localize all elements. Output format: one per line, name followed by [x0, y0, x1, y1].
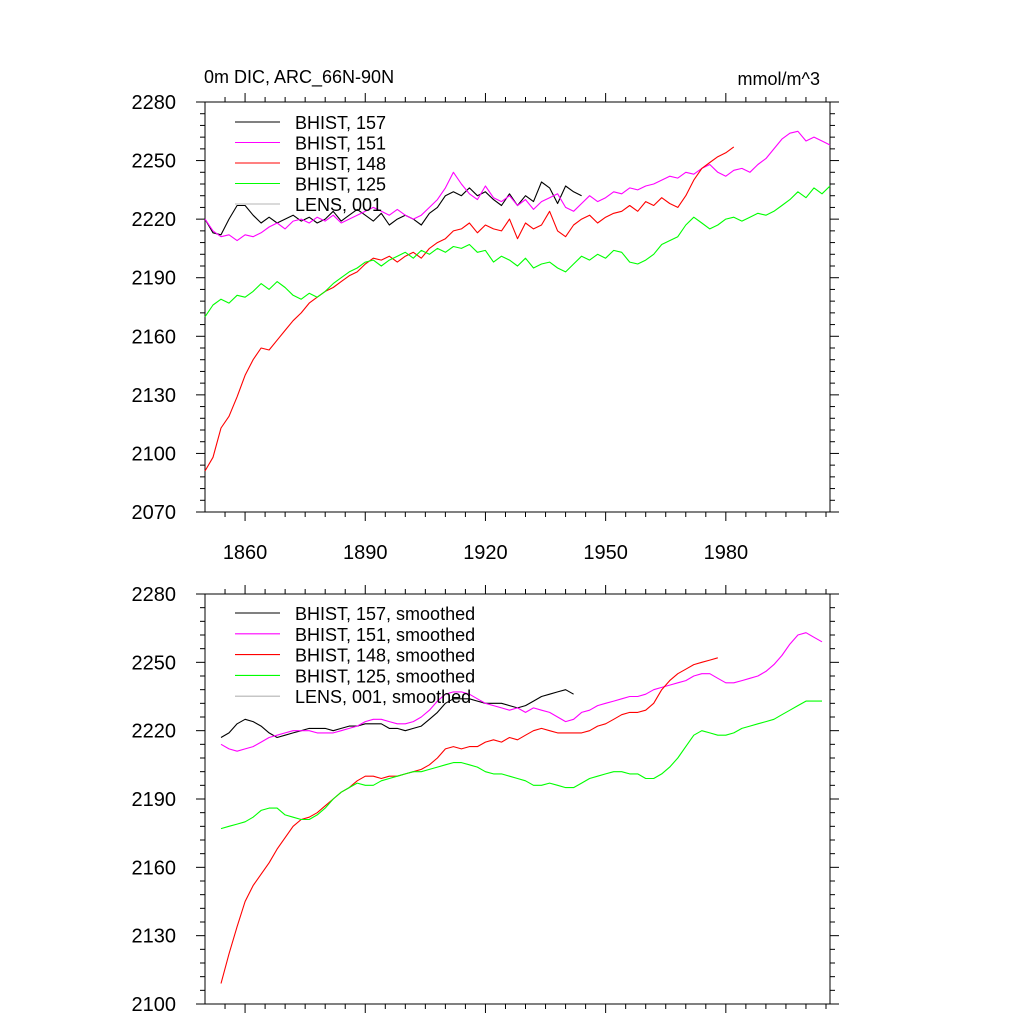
panel-top: 0m DIC, ARC_66N-90N mmol/m^3 2070 2100 213… [132, 67, 839, 564]
y-tick-label: 2130 [132, 926, 177, 948]
y-tick-label: 2130 [132, 385, 177, 407]
legend-label: BHIST, 148, smoothed [295, 646, 475, 666]
series-line [204, 185, 831, 318]
y-tick-label: 2250 [132, 652, 177, 674]
plot-frame [204, 101, 831, 513]
x-tick-label: 1860 [223, 542, 268, 564]
legend-label: LENS, 001, smoothed [295, 687, 471, 707]
x-tick-label: 1950 [583, 542, 628, 564]
chart-title: 0m DIC, ARC_66N-90N [204, 67, 394, 88]
legend-label: BHIST, 151, smoothed [295, 625, 475, 645]
legend-label: BHIST, 125, smoothed [295, 666, 475, 686]
y-tick-label: 2160 [132, 857, 177, 879]
units-label: mmol/m^3 [738, 69, 820, 89]
x-tick-label: 1920 [463, 542, 508, 564]
series-line [204, 146, 735, 472]
y-tick-label: 2220 [132, 209, 177, 231]
x-tick-label: 1890 [343, 542, 388, 564]
legend-label: BHIST, 157, smoothed [295, 604, 475, 624]
x-tick-label: 1980 [704, 542, 749, 564]
legend-label: BHIST, 148 [295, 154, 386, 174]
y-tick-label: 2100 [132, 443, 177, 465]
panel-bottom: 2100 2130 2160 2190 2220 2250 2280 BHIST, 157, … [132, 584, 839, 1016]
y-tick-label: 2190 [132, 268, 177, 290]
series-line [220, 632, 823, 752]
y-tick-label: 2250 [132, 151, 177, 173]
series-line [204, 130, 831, 242]
legend-label: BHIST, 151 [295, 134, 386, 154]
legend-label: LENS, 001 [295, 195, 382, 215]
series-line [220, 700, 822, 830]
series-line [204, 181, 582, 236]
series-line [220, 689, 574, 739]
series-line [220, 657, 718, 984]
y-tick-label: 2100 [132, 994, 177, 1016]
legend-label: BHIST, 125 [295, 175, 386, 195]
y-tick-label: 2220 [132, 721, 177, 743]
y-tick-label: 2280 [132, 584, 177, 606]
y-tick-label: 2190 [132, 789, 177, 811]
y-tick-label: 2280 [132, 92, 177, 114]
legend-label: BHIST, 157 [295, 113, 386, 133]
y-tick-label: 2070 [132, 502, 177, 524]
y-tick-label: 2160 [132, 326, 177, 348]
